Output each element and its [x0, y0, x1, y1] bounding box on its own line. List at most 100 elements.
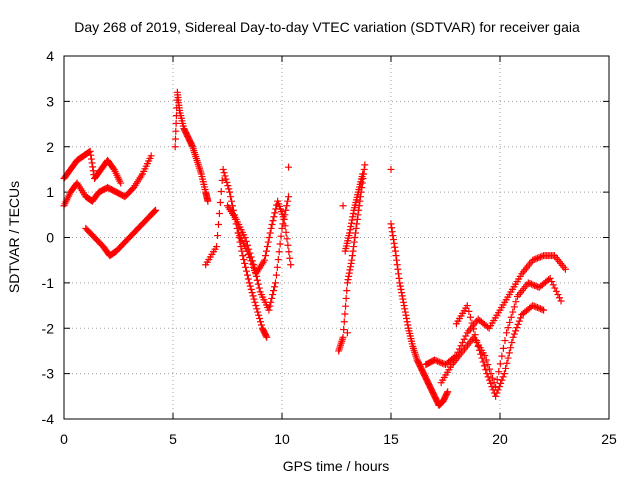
x-tick-label: 15	[383, 431, 399, 447]
data-point	[248, 289, 256, 297]
data-point	[510, 303, 518, 311]
data-point	[255, 311, 263, 319]
data-point	[548, 278, 556, 286]
data-point	[281, 222, 289, 230]
data-point	[273, 263, 281, 271]
data-point	[287, 261, 295, 269]
data-point	[397, 285, 405, 293]
data-point	[171, 135, 179, 143]
data-point	[484, 323, 492, 331]
data-point	[261, 256, 269, 264]
data-point	[549, 281, 557, 289]
data-point	[350, 238, 358, 246]
data-point	[538, 305, 546, 313]
data-point	[499, 373, 507, 381]
data-point	[268, 294, 276, 302]
data-point	[218, 176, 226, 184]
data-point	[239, 252, 247, 260]
data-point	[349, 247, 357, 255]
data-point	[221, 172, 229, 180]
x-tick-label: 5	[169, 431, 177, 447]
data-point	[465, 307, 473, 315]
data-point	[352, 224, 360, 232]
data-point	[533, 304, 541, 312]
data-point	[117, 179, 125, 187]
data-point	[398, 292, 406, 300]
data-point	[282, 228, 290, 236]
chart-title: Day 268 of 2019, Sidereal Day-to-day VTE…	[74, 19, 580, 35]
data-point	[444, 388, 452, 396]
data-point	[535, 254, 543, 262]
data-point	[349, 213, 357, 221]
data-point	[479, 358, 487, 366]
data-point	[503, 359, 511, 367]
data-point	[271, 209, 279, 217]
data-point	[250, 295, 258, 303]
data-point	[529, 281, 537, 289]
data-point	[440, 360, 448, 368]
data-point	[265, 306, 273, 314]
data-point	[535, 304, 543, 312]
data-point	[561, 265, 569, 273]
data-point	[513, 324, 521, 332]
data-point	[515, 317, 523, 325]
data-point	[242, 267, 250, 275]
data-point	[244, 250, 252, 258]
data-point	[532, 255, 540, 263]
data-point	[495, 368, 503, 376]
data-point	[216, 198, 224, 206]
y-tick-label: 0	[46, 230, 54, 246]
data-point	[284, 241, 292, 249]
data-point	[398, 289, 406, 297]
data-point	[493, 375, 501, 383]
data-point	[474, 342, 482, 350]
data-point	[85, 148, 93, 156]
data-point	[243, 271, 251, 279]
y-tick-label: -2	[42, 320, 55, 336]
data-point	[255, 284, 263, 292]
data-points	[60, 88, 569, 409]
data-point	[533, 254, 541, 262]
data-point	[498, 376, 506, 384]
data-point	[283, 202, 291, 210]
data-point	[509, 333, 517, 341]
data-point	[285, 248, 293, 256]
data-point	[396, 282, 404, 290]
data-point	[395, 274, 403, 282]
data-point	[475, 346, 483, 354]
data-point	[530, 302, 538, 310]
data-point	[432, 357, 440, 365]
data-point	[391, 243, 399, 251]
data-point	[536, 305, 544, 313]
data-point	[496, 360, 504, 368]
data-point	[457, 342, 465, 350]
data-point	[462, 332, 470, 340]
data-point	[219, 165, 227, 173]
x-tick-label: 20	[492, 431, 508, 447]
data-point	[87, 151, 95, 159]
data-point	[555, 294, 563, 302]
data-point	[89, 167, 97, 175]
data-point	[344, 276, 352, 284]
data-point	[88, 159, 96, 167]
data-point	[256, 315, 264, 323]
data-point	[470, 325, 478, 333]
data-point	[254, 308, 262, 316]
data-point	[343, 287, 351, 295]
data-point	[348, 256, 356, 264]
data-point	[354, 211, 362, 219]
data-point	[517, 314, 525, 322]
data-point	[280, 215, 288, 223]
data-point	[340, 326, 348, 334]
data-point	[391, 247, 399, 255]
data-point	[484, 373, 492, 381]
grid-lines	[64, 56, 609, 419]
data-point	[500, 370, 508, 378]
data-point	[388, 228, 396, 236]
data-point	[253, 305, 261, 313]
data-point	[262, 332, 270, 340]
data-point	[340, 318, 348, 326]
data-point	[351, 234, 359, 241]
data-point	[213, 243, 221, 251]
data-point	[246, 254, 254, 262]
